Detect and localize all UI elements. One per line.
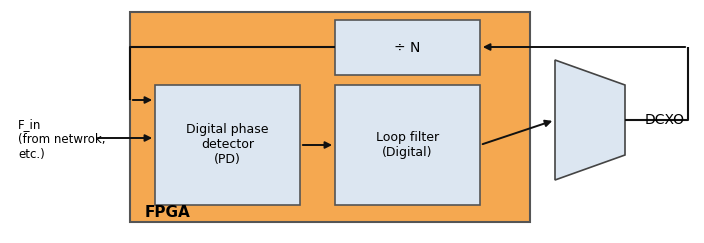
Bar <box>130 12 530 222</box>
Polygon shape <box>555 60 625 180</box>
Text: F_in
(from netwrok,
etc.): F_in (from netwrok, etc.) <box>18 118 106 161</box>
Bar <box>155 85 300 205</box>
Text: DCXO: DCXO <box>645 113 685 127</box>
Bar <box>335 20 480 75</box>
Bar <box>335 85 480 205</box>
Text: Digital phase
detector
(PD): Digital phase detector (PD) <box>187 123 269 166</box>
Text: ÷ N: ÷ N <box>394 41 421 54</box>
Text: FPGA: FPGA <box>145 205 191 220</box>
Text: Loop filter
(Digital): Loop filter (Digital) <box>376 131 439 159</box>
